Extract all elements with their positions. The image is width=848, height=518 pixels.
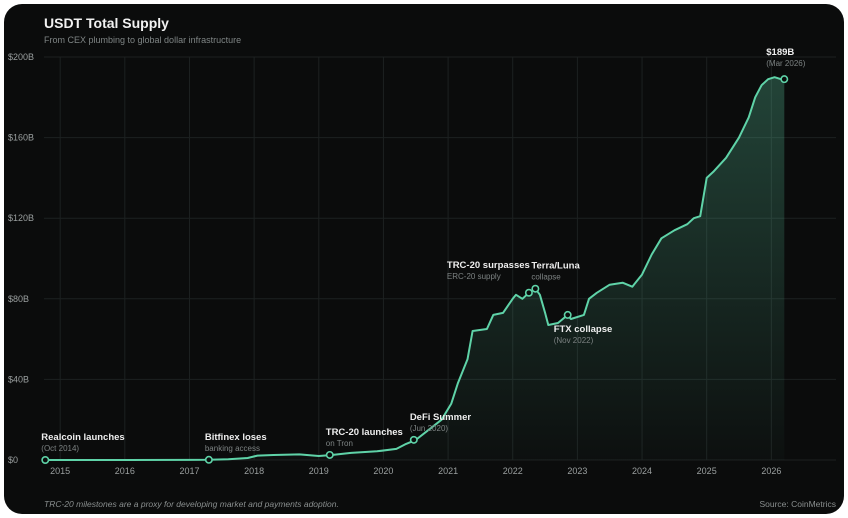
y-tick-label: $0: [8, 455, 18, 465]
x-tick-label: 2016: [115, 466, 135, 476]
milestone-marker: [325, 450, 334, 459]
milestone-title: DeFi Summer: [410, 412, 472, 423]
x-tick-label: 2017: [179, 466, 199, 476]
milestone-subtitle: banking access: [205, 444, 260, 453]
milestone-marker: [409, 435, 418, 444]
milestone-subtitle: (Nov 2022): [554, 336, 594, 345]
x-tick-label: 2022: [503, 466, 523, 476]
y-tick-label: $200B: [8, 52, 34, 62]
x-tick-label: 2019: [309, 466, 329, 476]
supply-area: [44, 77, 785, 460]
milestone-subtitle: (Jun 2020): [410, 424, 449, 433]
x-tick-label: 2025: [697, 466, 717, 476]
milestone-title: Terra/Luna: [531, 261, 580, 272]
y-tick-label: $160B: [8, 133, 34, 143]
milestone-title: FTX collapse: [554, 324, 613, 335]
chart-title: USDT Total Supply: [44, 15, 169, 31]
milestone-subtitle: ERC-20 supply: [447, 272, 501, 281]
usdt-supply-chart: $0 $40B $80B $120B $160B $200B 2015 2016 2017 201…: [8, 47, 836, 476]
milestone-subtitle: (Oct 2014): [41, 444, 79, 453]
milestone-marker: [563, 310, 572, 319]
x-tick-label: 2023: [567, 466, 587, 476]
chart-subtitle: From CEX plumbing to global dollar infra…: [44, 35, 242, 45]
x-tick-label: 2018: [244, 466, 264, 476]
milestone-marker: [524, 288, 533, 297]
milestone-title: TRC-20 surpasses: [447, 260, 530, 271]
milestone-subtitle: on Tron: [326, 439, 353, 448]
x-tick-label: 2026: [761, 466, 781, 476]
milestone-title: TRC-20 launches: [326, 427, 403, 438]
y-tick-label: $80B: [8, 294, 29, 304]
milestone-title: Realcoin launches: [41, 432, 124, 443]
milestone-subtitle: (Mar 2026): [766, 59, 805, 68]
x-tick-label: 2024: [632, 466, 652, 476]
milestone-marker: [531, 284, 540, 293]
x-tick-label: 2020: [373, 466, 393, 476]
chart-card: USDT Total Supply From CEX plumbing to g…: [4, 4, 844, 514]
milestone-title: Bitfinex loses: [205, 432, 267, 443]
milestone-title: $189B: [766, 47, 794, 58]
x-tick-label: 2015: [50, 466, 70, 476]
milestone-subtitle: collapse: [531, 273, 561, 282]
y-tick-label: $120B: [8, 213, 34, 223]
footnote: TRC-20 milestones are a proxy for develo…: [44, 499, 339, 509]
milestone-marker: [41, 455, 50, 464]
x-tick-label: 2021: [438, 466, 458, 476]
milestone-marker: [204, 455, 213, 464]
source-label: Source: CoinMetrics: [759, 499, 836, 509]
milestone-marker: [780, 75, 789, 84]
y-tick-label: $40B: [8, 374, 29, 384]
